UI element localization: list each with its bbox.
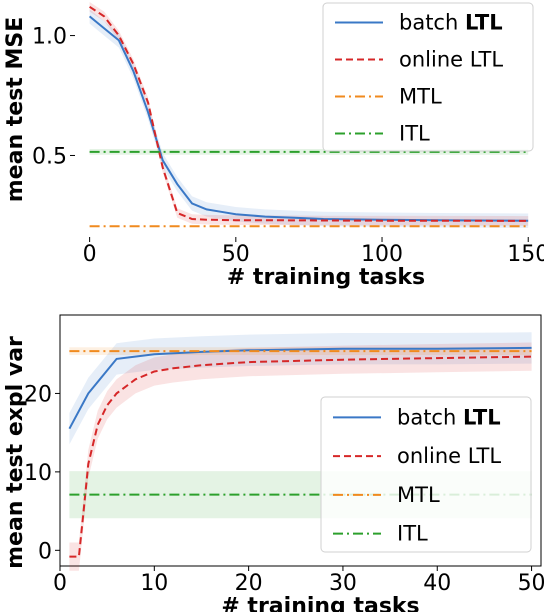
legend-label-batch: batch LTL — [397, 405, 501, 429]
x-tick-label: 30 — [329, 571, 357, 596]
series-line-batch — [68, 346, 532, 430]
y-tick-label: 0 — [38, 539, 52, 564]
plot-frame — [59, 314, 542, 567]
y-tick-label: 10 — [24, 461, 52, 486]
x-tick-label: 50 — [518, 571, 544, 596]
legend-label-mtl: MTL — [399, 85, 442, 109]
chart-mse: 0 50 100 150 0.5 1.0 # training tasks mean test… — [3, 2, 544, 290]
legend-label-mtl: MTL — [397, 483, 440, 507]
y-tick-label: 1.0 — [32, 25, 67, 50]
band-online — [69, 342, 532, 571]
y-tick-label: 20 — [24, 382, 52, 407]
y-axis-label: mean test expl var — [3, 336, 28, 569]
x-tick-label: 10 — [140, 571, 168, 596]
x-tick-label: 0 — [53, 571, 67, 596]
series-line-batch — [88, 15, 529, 222]
x-axis-label: # training tasks — [221, 594, 419, 612]
x-tick-label: 20 — [235, 571, 263, 596]
y-axis-label: mean test MSE — [3, 17, 28, 203]
legend-label-batch: batch LTL — [399, 11, 503, 35]
legend-label-online: online LTL — [399, 48, 503, 72]
legend-label-itl: ITL — [397, 522, 428, 546]
x-tick-label: 150 — [507, 242, 544, 267]
x-tick-label: 0 — [83, 242, 97, 267]
x-tick-label: 40 — [423, 571, 451, 596]
y-tick-label: 0.5 — [32, 144, 67, 169]
series-line-online — [89, 5, 529, 222]
legend: batch LTL online LTL MTL ITL — [322, 2, 534, 152]
legend: batch LTL online LTL MTL ITL — [320, 396, 532, 553]
x-tick-label: 50 — [222, 242, 250, 267]
legend-label-itl: ITL — [399, 122, 430, 146]
x-tick-label: 100 — [361, 242, 403, 267]
band-batch — [69, 332, 532, 445]
series-lines — [88, 5, 529, 228]
legend-label-online: online LTL — [397, 444, 501, 468]
legend-box — [322, 2, 534, 152]
legend-box — [320, 396, 532, 553]
x-axis-label: # training tasks — [227, 265, 425, 290]
